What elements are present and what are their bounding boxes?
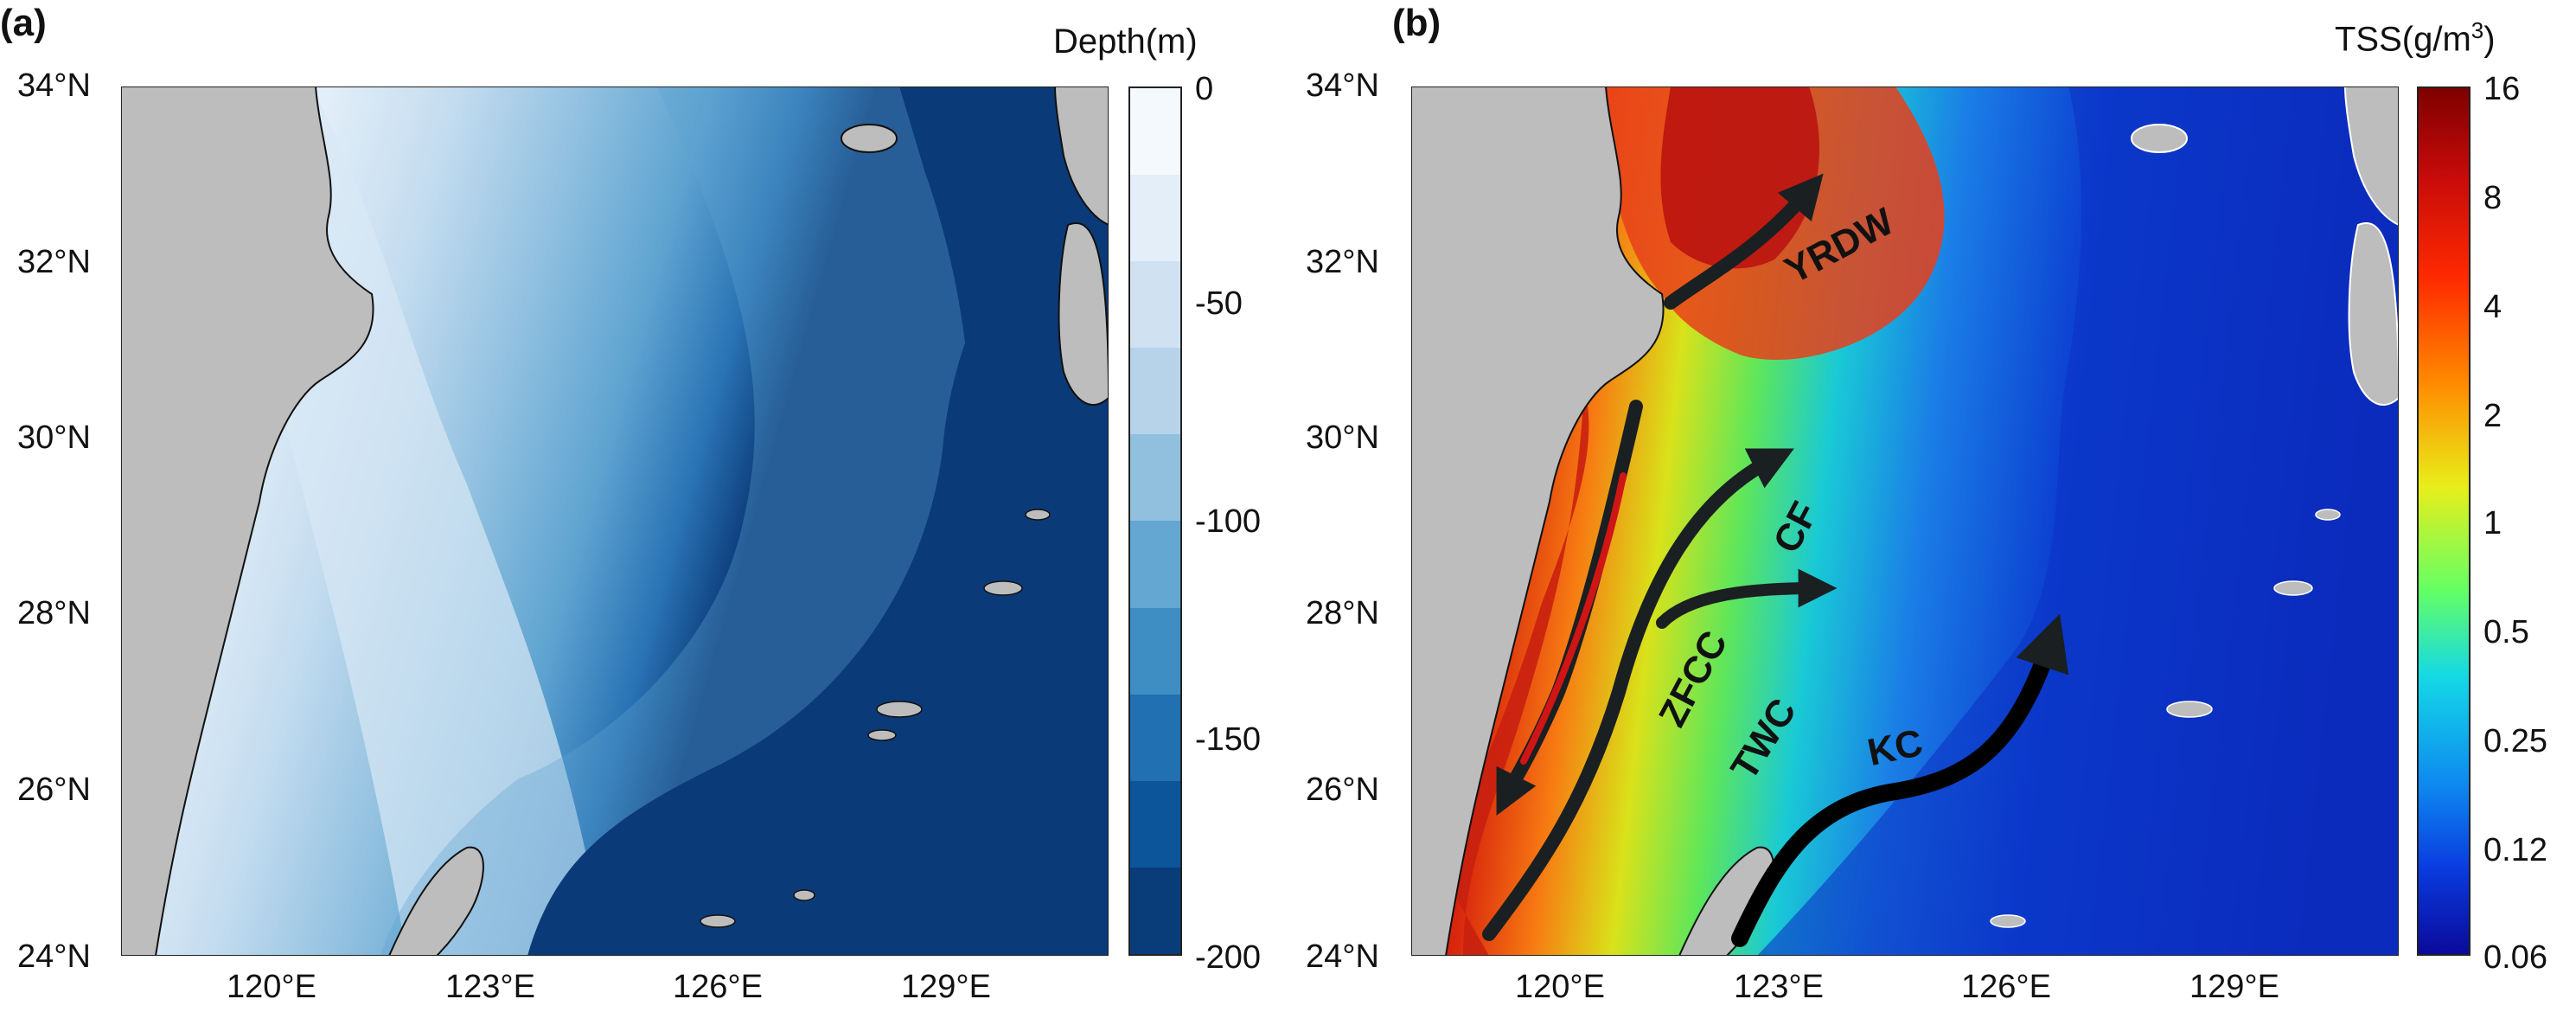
tss-colorbar-title-end: ) [2483, 20, 2496, 59]
mainland-land [1411, 86, 1665, 956]
tss-map [1411, 86, 2399, 956]
lat-label: 26°N [1306, 772, 1379, 808]
ryukyu-island [793, 889, 815, 901]
jeju-island [841, 124, 898, 153]
ryukyu-island [2273, 580, 2313, 596]
lat-label: 28°N [17, 595, 91, 631]
jeju-island [2131, 124, 2188, 153]
tss-colorbar-title-sup: 3 [2471, 17, 2484, 43]
lat-label: 32°N [17, 244, 91, 280]
kyushu-land [1058, 221, 1109, 407]
lat-label: 32°N [1306, 244, 1379, 280]
lon-label: 129°E [901, 969, 991, 1005]
depth-colorbar-band [1130, 521, 1180, 608]
yrdw-current-arrow [1664, 173, 1824, 310]
korea-land [2343, 86, 2399, 227]
lon-label: 126°E [1961, 969, 2051, 1005]
depth-colorbar-tick: -100 [1195, 503, 1262, 540]
lon-label: 120°E [1515, 969, 1605, 1005]
depth-colorbar-band [1130, 434, 1180, 522]
depth-colorbar-tick: -150 [1195, 721, 1262, 758]
lon-label: 126°E [673, 969, 763, 1005]
kc-current-arrow [1731, 613, 2069, 947]
cf-front-line [1520, 472, 1627, 765]
tss-colorbar-title-main: TSS(g/m [2335, 20, 2471, 59]
lat-label: 34°N [17, 67, 91, 104]
tss-colorbar [2417, 86, 2471, 956]
lon-label: 129°E [2189, 969, 2279, 1005]
panel-b-letter: (b) [1392, 2, 1441, 44]
depth-colorbar-band [1130, 867, 1180, 954]
ryukyu-island [1025, 509, 1051, 521]
kyushu-land [2348, 221, 2399, 407]
ryukyu-island [983, 580, 1023, 596]
tss-colorbar-tick: 0.06 [2483, 939, 2547, 976]
coastal-turbid-strip [1437, 389, 1589, 956]
tss-colorbar-tick: 0.12 [2483, 832, 2547, 868]
tss-colorbar-tick: 1 [2483, 505, 2502, 541]
tss-colorbar-title: TSS(g/m3) [2335, 17, 2496, 59]
depth-colorbar-band [1130, 607, 1180, 695]
ryukyu-island [2166, 701, 2213, 718]
ryukyu-island [700, 914, 736, 928]
lat-label: 34°N [1306, 67, 1379, 104]
mainland-land [121, 86, 374, 956]
tss-colorbar-tick: 8 [2483, 180, 2502, 216]
lat-label: 30°N [1306, 420, 1379, 456]
ryukyu-island [1990, 914, 2026, 928]
lat-label: 24°N [1306, 938, 1379, 975]
deep-ocean-zone [527, 190, 1109, 956]
ryukyu-island [867, 729, 897, 741]
tss-colorbar-tick: 0.5 [2483, 614, 2529, 650]
lat-label: 24°N [17, 938, 91, 975]
lat-label: 26°N [17, 772, 91, 808]
depth-colorbar-band [1130, 348, 1180, 435]
tss-colorbar-tick: 0.25 [2483, 723, 2547, 759]
ryukyu-island [2315, 509, 2341, 521]
lon-label: 123°E [445, 969, 535, 1005]
panel-a-letter: (a) [0, 2, 47, 44]
depth-colorbar-tick: 0 [1195, 71, 1214, 107]
depth-colorbar-tick: -50 [1195, 285, 1243, 322]
twc-current-arrow-2 [1656, 568, 1838, 629]
depth-colorbar-band [1130, 175, 1180, 262]
tss-colorbar-tick: 16 [2483, 71, 2521, 107]
korea-land [1053, 86, 1109, 227]
depth-colorbar-band [1130, 694, 1180, 781]
depth-colorbar-band [1130, 780, 1180, 868]
tss-colorbar-tick: 2 [2483, 398, 2502, 434]
depth-colorbar-band [1130, 261, 1180, 349]
depth-colorbar-band [1130, 88, 1180, 176]
depth-colorbar-title: Depth(m) [1053, 22, 1198, 61]
bathymetry-map [121, 86, 1109, 956]
lon-label: 120°E [227, 969, 316, 1005]
depth-colorbar-tick: -200 [1195, 939, 1262, 976]
offshore-clear-water [1757, 86, 2399, 956]
depth-colorbar [1128, 86, 1182, 956]
lat-label: 28°N [1306, 595, 1379, 631]
ryukyu-island [876, 701, 923, 718]
lat-label: 30°N [17, 420, 91, 456]
twc-current-arrow-1 [1482, 448, 1794, 941]
taiwan-land [387, 846, 484, 956]
lon-label: 123°E [1734, 969, 1824, 1005]
tss-colorbar-tick: 4 [2483, 289, 2502, 325]
